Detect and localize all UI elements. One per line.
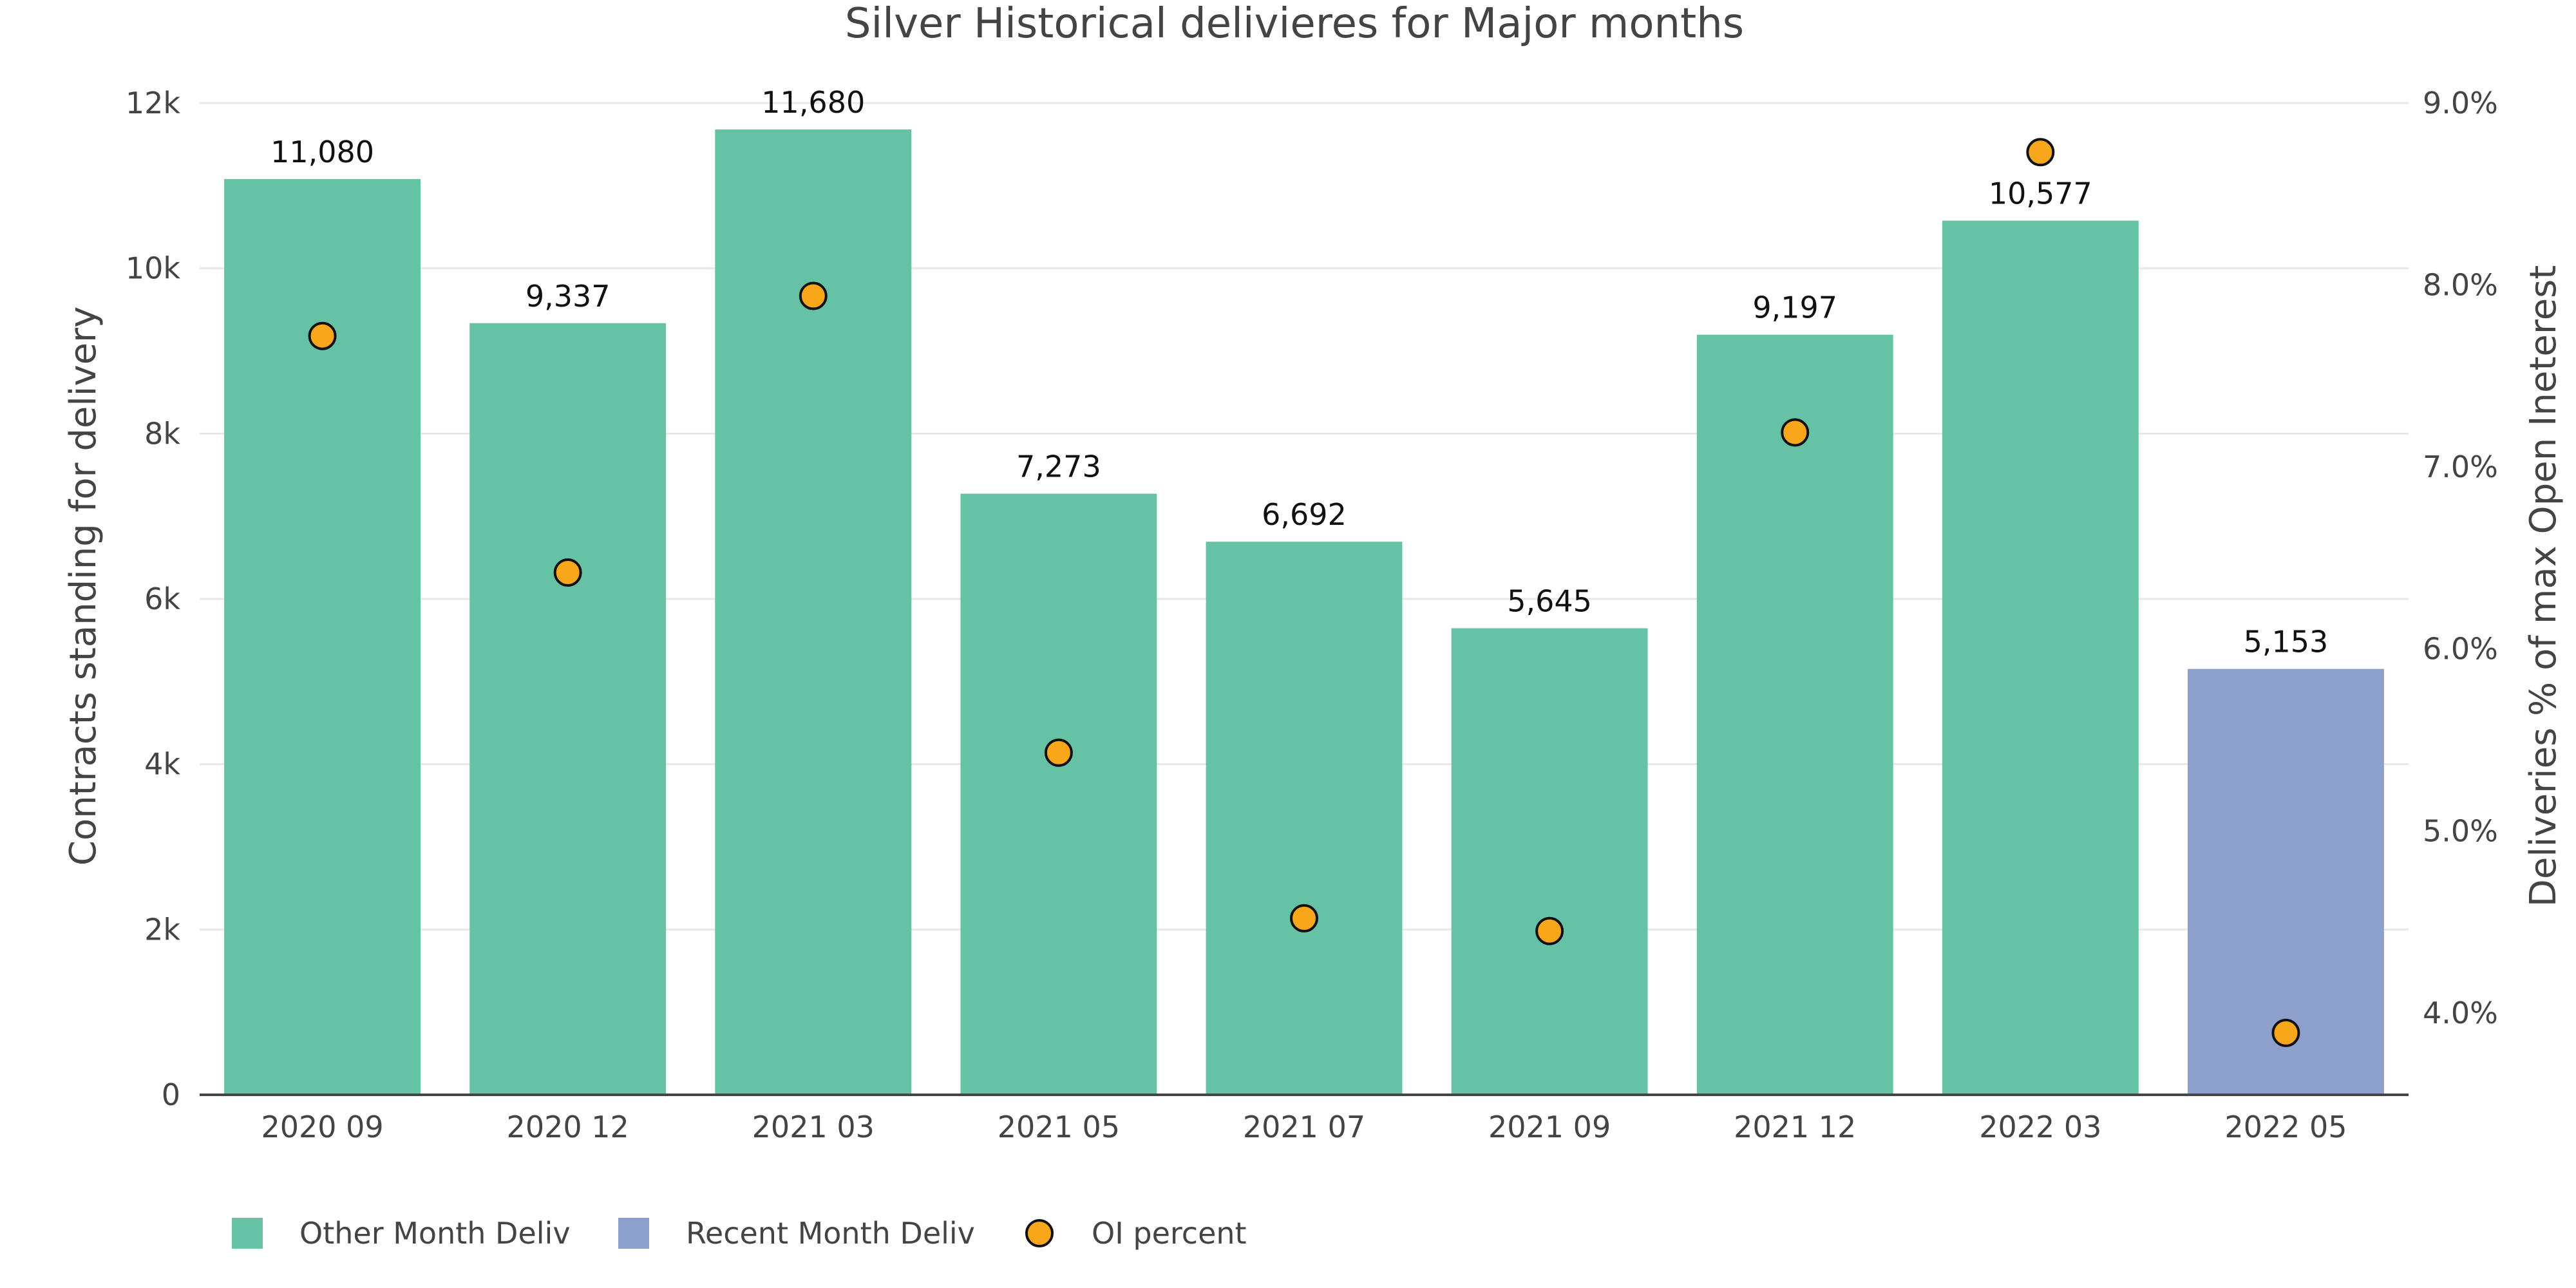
legend-label: OI percent (1092, 1216, 1247, 1251)
bar (715, 129, 912, 1095)
y-tick-label: 0 (162, 1077, 180, 1112)
bar-value-label: 9,337 (526, 279, 611, 314)
legend-swatch (232, 1218, 263, 1249)
oi-percent-point (1290, 904, 1318, 933)
y-tick-label: 4k (144, 747, 180, 782)
y2-tick-label: 5.0% (2423, 813, 2498, 848)
bar-value-label: 10,577 (1989, 176, 2092, 211)
y2-tick-label: 6.0% (2423, 632, 2498, 667)
oi-percent-point (2271, 1018, 2300, 1047)
bar (960, 493, 1157, 1095)
x-tick-label: 2021 12 (1734, 1110, 1856, 1144)
bar-value-label: 11,080 (270, 135, 374, 169)
y-axis-title: Contracts standing for delivery (62, 307, 104, 866)
oi-percent-point (1781, 418, 1810, 447)
chart-title: Silver Historical delivieres for Major m… (845, 0, 1744, 48)
x-tick-label: 2021 03 (752, 1110, 875, 1144)
x-tick-label: 2021 05 (998, 1110, 1120, 1144)
oi-percent-markers (308, 138, 2300, 1047)
bar (224, 179, 421, 1095)
y-tick-label: 6k (144, 582, 180, 616)
oi-percent-point (308, 321, 337, 350)
oi-percent-point (1535, 916, 1564, 945)
bar-value-label: 5,153 (2244, 625, 2329, 659)
x-axis-ticks: 2020 09 2020 12 2021 03 2021 05 2021 07 2021 … (261, 1110, 2347, 1144)
legend: Other Month Deliv Recent Month Deliv OI pe… (232, 1216, 1247, 1251)
y2-axis-title: Deliveries % of max Open Ineterest (2523, 265, 2564, 907)
y2-tick-label: 4.0% (2423, 996, 2498, 1030)
legend-label: Recent Month Deliv (686, 1216, 975, 1251)
legend-label: Other Month Deliv (299, 1216, 571, 1251)
y-tick-label: 12k (126, 86, 181, 120)
y2-tick-label: 9.0% (2423, 86, 2498, 120)
oi-percent-point (553, 558, 582, 587)
oi-percent-point (2026, 138, 2055, 167)
y-tick-label: 10k (126, 251, 181, 286)
x-tick-label: 2020 12 (507, 1110, 629, 1144)
bar-value-label: 7,273 (1016, 450, 1101, 484)
bar (1206, 542, 1403, 1095)
x-tick-label: 2020 09 (261, 1110, 383, 1144)
y-tick-label: 2k (144, 912, 180, 947)
x-tick-label: 2021 09 (1488, 1110, 1611, 1144)
y2-tick-label: 8.0% (2423, 268, 2498, 303)
x-tick-label: 2022 03 (1979, 1110, 2101, 1144)
y2-axis-ticks: 4.0% 5.0% 6.0% 7.0% 8.0% 9.0% (2423, 86, 2498, 1030)
bar-value-label: 5,645 (1507, 584, 1592, 619)
y-tick-label: 8k (144, 416, 180, 451)
legend-marker (1025, 1219, 1054, 1247)
bar-value-labels: 11,080 9,337 11,680 7,273 6,692 5,645 9,197 10,… (270, 85, 2328, 659)
bar (1451, 628, 1648, 1095)
x-tick-label: 2022 05 (2224, 1110, 2347, 1144)
oi-percent-point (1044, 738, 1073, 767)
bar-value-label: 6,692 (1262, 497, 1347, 532)
legend-swatch (618, 1218, 649, 1249)
y2-tick-label: 7.0% (2423, 450, 2498, 484)
bar (1696, 334, 1893, 1095)
y-axis-ticks: 0 2k 4k 6k 8k 10k 12k (126, 86, 181, 1112)
bar-value-label: 11,680 (761, 85, 865, 120)
oi-percent-point (799, 281, 828, 310)
x-tick-label: 2021 07 (1243, 1110, 1365, 1144)
bar (469, 323, 667, 1095)
bar-value-label: 9,197 (1752, 290, 1837, 325)
bars (224, 129, 2384, 1095)
bar (1942, 220, 2139, 1095)
